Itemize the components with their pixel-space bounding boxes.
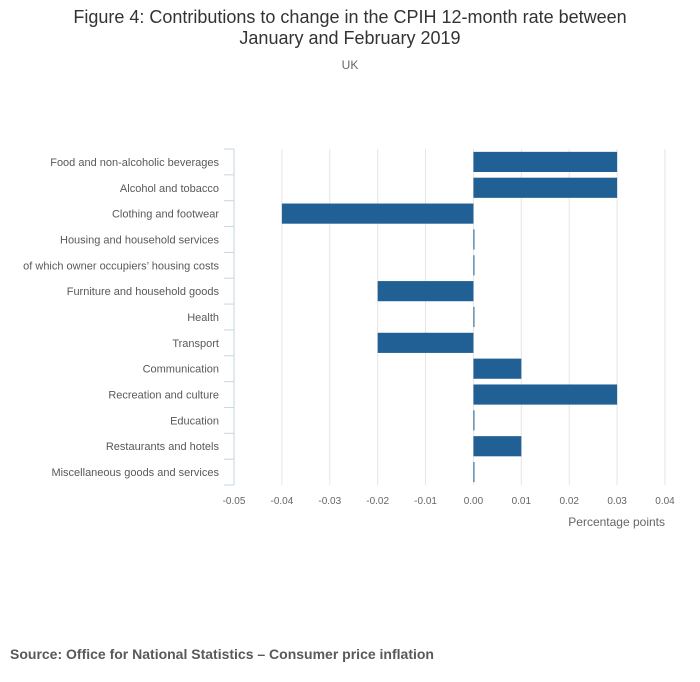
chart-title: Figure 4: Contributions to change in the… xyxy=(0,7,700,49)
x-tick-label: 0.04 xyxy=(655,496,675,507)
x-tick-label: -0.05 xyxy=(223,496,246,507)
bar xyxy=(473,306,475,328)
bar xyxy=(473,255,475,276)
chart-title-line-2: January and February 2019 xyxy=(239,28,461,48)
bar xyxy=(377,332,474,353)
bar xyxy=(281,203,474,224)
chart-subtitle: UK xyxy=(341,58,359,72)
category-label: Furniture and household goods xyxy=(67,286,220,298)
category-label: Communication xyxy=(143,364,219,376)
category-label: of which owner occupiers’ housing costs xyxy=(23,260,219,272)
category-label: Health xyxy=(187,312,219,324)
bar-chart: -0.05 -0.04 -0.03 -0.02 -0.01 0.00 0.01 0.02 0.0… xyxy=(23,148,675,529)
source-note: Source: Office for National Statistics –… xyxy=(10,646,434,662)
chart-title-line-1: Figure 4: Contributions to change in the… xyxy=(73,7,627,27)
bar xyxy=(473,358,522,379)
x-tick-label: 0.00 xyxy=(464,496,484,507)
bar xyxy=(377,281,474,302)
x-tick-label: 0.01 xyxy=(512,496,532,507)
category-label: Housing and household services xyxy=(60,234,219,246)
bar xyxy=(473,151,618,173)
category-label: Restaurants and hotels xyxy=(106,441,220,453)
bar xyxy=(473,436,522,457)
category-label: Alcohol and tobacco xyxy=(120,183,219,195)
category-label: Transport xyxy=(172,338,219,350)
bar xyxy=(473,461,475,483)
category-label: Recreation and culture xyxy=(108,390,219,402)
bar xyxy=(473,229,475,250)
x-axis-title: Percentage points xyxy=(568,515,665,529)
x-tick-label: 0.03 xyxy=(607,496,627,507)
x-tick-label: -0.01 xyxy=(414,496,437,507)
category-label: Clothing and footwear xyxy=(112,209,219,221)
x-tick-label: -0.04 xyxy=(270,496,293,507)
category-label: Education xyxy=(170,415,219,427)
x-tick-label: -0.03 xyxy=(318,496,341,507)
x-tick-label: -0.02 xyxy=(366,496,389,507)
category-label: Food and non-alcoholic beverages xyxy=(50,157,219,169)
bar xyxy=(473,177,618,198)
category-label: Miscellaneous goods and services xyxy=(51,467,219,479)
bar xyxy=(473,384,618,405)
x-tick-label: 0.02 xyxy=(559,496,579,507)
bar xyxy=(473,410,475,431)
